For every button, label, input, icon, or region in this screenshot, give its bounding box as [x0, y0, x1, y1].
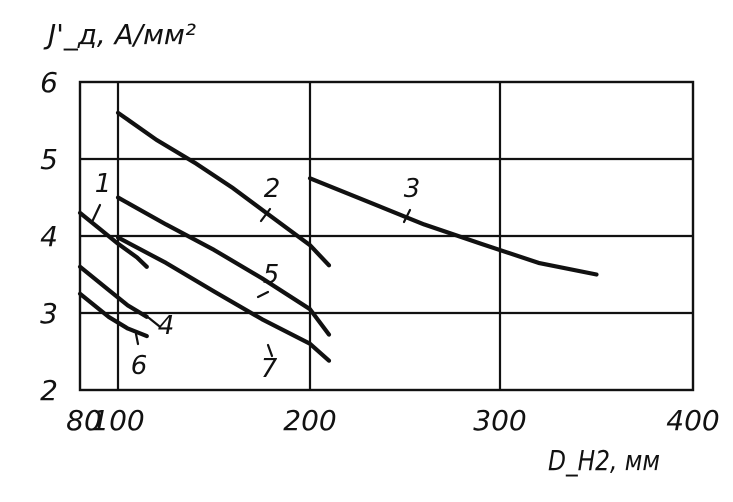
x-tick-label-100: 100 — [91, 404, 144, 437]
series-label-3: 3 — [404, 174, 421, 204]
series-label-leader-1 — [90, 203, 102, 224]
series-label-5: 5 — [263, 260, 280, 290]
series-label-leader-4 — [147, 316, 161, 328]
series-line-6 — [77, 291, 149, 339]
series-label-7: 7 — [261, 354, 278, 384]
series-label-6: 6 — [131, 351, 148, 381]
y-tick-label-6: 6 — [40, 66, 58, 99]
x-axis-label: D_H2, мм — [548, 444, 660, 477]
y-tick-label-3: 3 — [40, 297, 58, 330]
x-tick-label-300: 300 — [473, 404, 526, 437]
series-line-7 — [115, 235, 332, 363]
x-tick-label-80: 80 — [66, 404, 102, 437]
series-label-leader-3 — [402, 208, 412, 224]
series-line-4 — [77, 264, 149, 319]
series-line-2 — [115, 110, 332, 268]
series-label-1: 1 — [95, 169, 112, 199]
y-tick-label-2: 2 — [40, 374, 58, 407]
y-axis-label: J'_д, А/мм² — [43, 18, 196, 51]
series-line-5 — [115, 195, 332, 337]
series-label-leader-6 — [134, 332, 140, 346]
series-label-leader-5 — [256, 290, 270, 299]
series-label-4: 4 — [158, 311, 175, 341]
series-line-1 — [77, 210, 149, 269]
x-tick-label-200: 200 — [283, 404, 336, 437]
x-tick-label-400: 400 — [666, 404, 719, 437]
series-label-2: 2 — [264, 174, 281, 204]
y-tick-label-4: 4 — [40, 220, 58, 253]
y-tick-label-5: 5 — [40, 143, 58, 176]
series-label-leader-2 — [259, 207, 272, 223]
series-line-3 — [307, 176, 599, 277]
series-label-leader-7 — [266, 343, 274, 358]
